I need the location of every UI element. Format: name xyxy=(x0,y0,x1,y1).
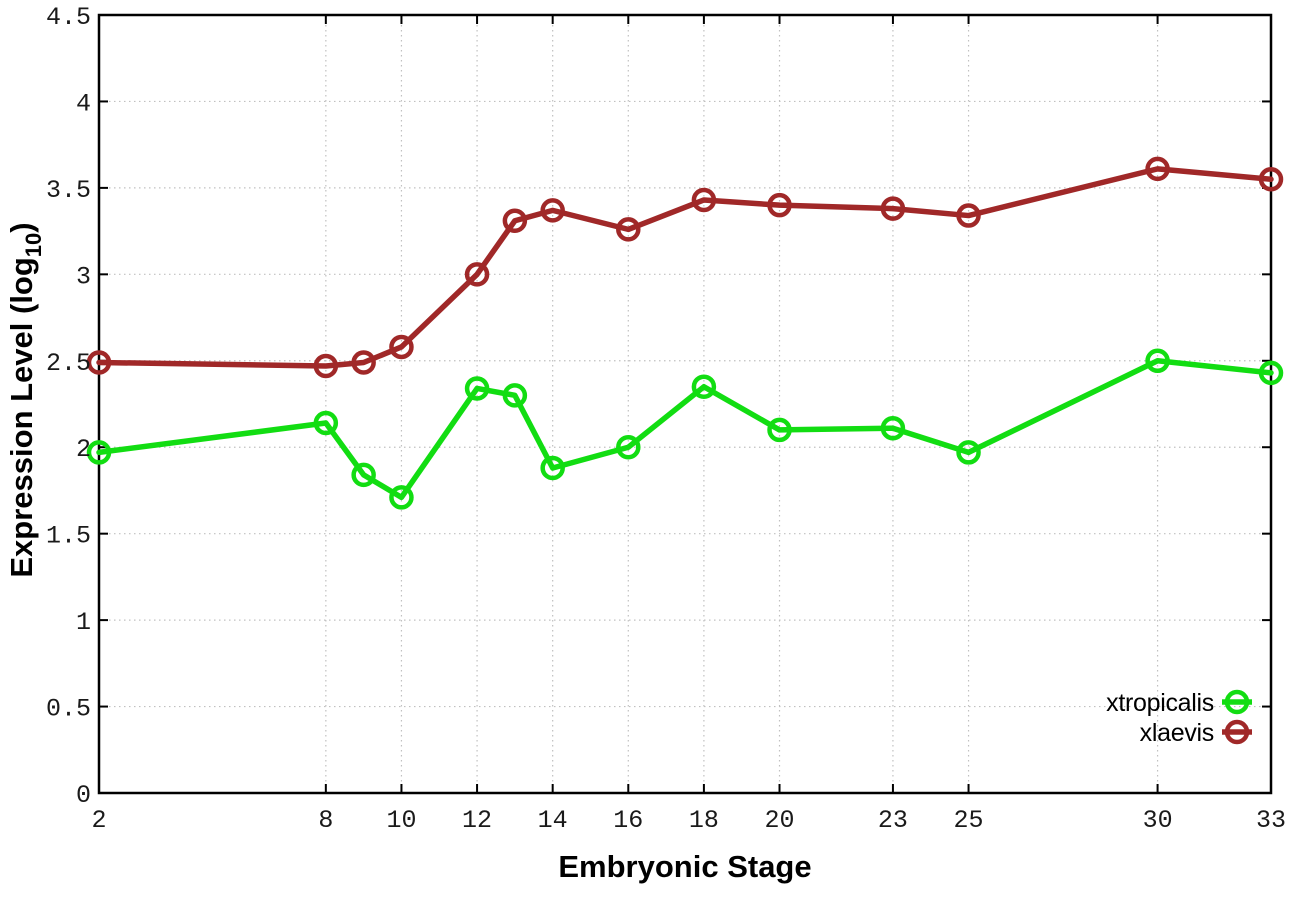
x-tick-label: 2 xyxy=(91,806,106,835)
series-xtropicalis xyxy=(86,348,1284,510)
data-point-marker xyxy=(1145,156,1170,182)
y-tick-label: 4.5 xyxy=(46,3,91,32)
data-point-marker xyxy=(464,262,490,287)
data-point-marker xyxy=(767,417,792,443)
x-tick-label: 23 xyxy=(878,806,908,835)
data-point-marker xyxy=(351,462,376,488)
x-tick-label: 25 xyxy=(954,806,984,835)
data-point-marker xyxy=(1258,360,1284,386)
tick-label-layer: 2 8 10 12 14 16 18 20 23 25 30 33 0 0.5 1 1.5 2 2.5 3 3.5 4 4… xyxy=(46,3,1286,835)
data-point-marker xyxy=(880,415,906,441)
data-point-marker xyxy=(86,350,112,375)
data-point-marker xyxy=(313,353,339,379)
x-tick-label: 14 xyxy=(538,806,568,835)
x-tick-label: 8 xyxy=(318,806,333,835)
grid-layer xyxy=(99,15,1271,793)
x-tick-label: 30 xyxy=(1143,806,1173,835)
y-tick-label: 1.5 xyxy=(46,522,91,551)
data-point-marker xyxy=(502,383,528,408)
y-tick-label: 0 xyxy=(76,781,91,810)
data-point-marker xyxy=(86,440,112,465)
legend-entry-xlaevis: xlaevis xyxy=(1140,719,1252,747)
legend-label: xlaevis xyxy=(1140,719,1214,747)
data-point-marker xyxy=(351,350,376,375)
x-tick-label: 10 xyxy=(386,806,416,835)
x-tick-label: 33 xyxy=(1256,806,1286,835)
tick-layer xyxy=(98,14,1272,794)
data-point-marker xyxy=(389,334,414,360)
legend-marker-icon xyxy=(1224,719,1250,745)
x-tick-label: 20 xyxy=(765,806,795,835)
x-axis-title: Embryonic Stage xyxy=(558,849,811,884)
series-line-xlaevis xyxy=(96,166,1274,369)
data-point-marker xyxy=(880,196,906,221)
series-xlaevis xyxy=(86,156,1284,379)
data-point-marker xyxy=(691,374,717,399)
x-tick-label: 18 xyxy=(689,806,719,835)
y-axis-title-text: ) xyxy=(4,222,39,232)
data-point-marker xyxy=(956,440,981,465)
series-layer xyxy=(86,156,1284,510)
data-point-marker xyxy=(767,192,792,218)
data-point-marker xyxy=(540,455,565,481)
data-point-marker xyxy=(616,434,641,460)
data-point-marker xyxy=(502,208,528,233)
y-tick-label: 4 xyxy=(76,89,91,118)
x-tick-label: 12 xyxy=(462,806,492,835)
y-axis-title: Expression Level (log10) xyxy=(4,222,46,577)
data-point-marker xyxy=(389,485,414,510)
legend-marker-icon xyxy=(1224,689,1250,715)
y-axis-title-subscript: 10 xyxy=(21,233,46,257)
legend-entry-xtropicalis: xtropicalis xyxy=(1106,689,1252,717)
data-point-marker xyxy=(956,203,981,228)
data-point-marker xyxy=(1145,348,1170,374)
y-tick-label: 1 xyxy=(76,608,91,637)
data-point-marker xyxy=(313,410,339,436)
x-tick-label: 16 xyxy=(613,806,643,835)
y-tick-label: 3 xyxy=(76,262,91,291)
legend-label: xtropicalis xyxy=(1106,689,1214,717)
data-point-marker xyxy=(464,376,490,401)
plot-border xyxy=(97,13,1273,795)
y-tick-label: 2 xyxy=(76,435,91,464)
data-point-marker xyxy=(691,187,717,213)
series-line-xtropicalis xyxy=(96,358,1274,501)
y-axis-title-text: Expression Level (log xyxy=(4,257,39,577)
data-point-marker xyxy=(540,198,565,223)
data-point-marker xyxy=(1258,166,1284,192)
y-tick-label: 2.5 xyxy=(46,349,91,378)
y-tick-label: 3.5 xyxy=(46,176,91,205)
y-tick-label: 0.5 xyxy=(46,695,91,724)
data-point-marker xyxy=(616,217,641,242)
